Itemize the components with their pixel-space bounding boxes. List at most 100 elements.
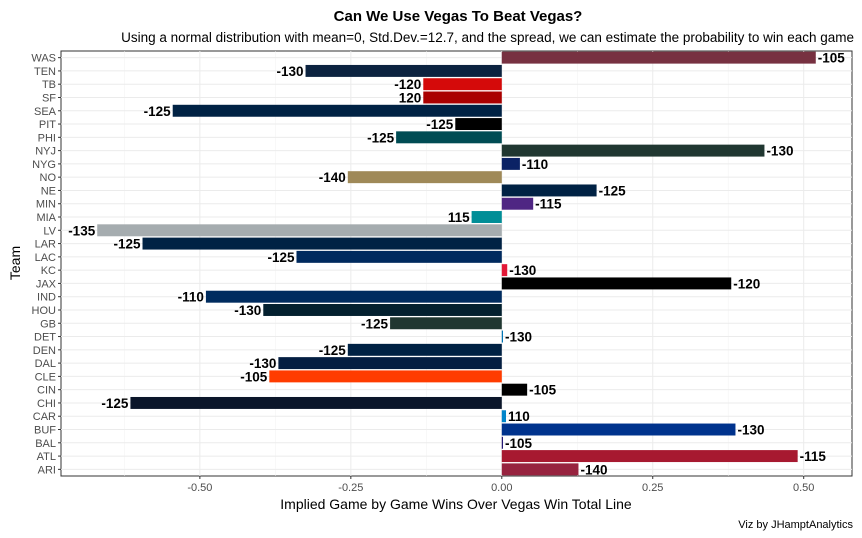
y-tick-label: SF [42, 92, 56, 104]
y-tick-label: CLE [35, 371, 56, 383]
data-label-ten: -130 [277, 64, 304, 79]
y-tick-label: GB [40, 318, 56, 330]
y-tick-label: ATL [37, 451, 56, 463]
data-label-gb: -125 [361, 316, 389, 331]
bars [97, 51, 816, 476]
x-tick-label: -0.25 [338, 482, 363, 494]
y-tick-label: DAL [35, 358, 56, 370]
bar-bal [501, 436, 503, 449]
data-label-lar: -125 [113, 237, 141, 252]
y-tick-label: LAR [35, 239, 56, 251]
data-label-atl: -115 [800, 449, 827, 464]
bar-sf [423, 91, 502, 104]
bar-ten [305, 64, 502, 77]
y-tick-label: CIN [37, 385, 56, 397]
y-tick-label: HOU [32, 305, 57, 317]
chart-subtitle: Using a normal distribution with mean=0,… [121, 30, 854, 45]
bar-ne [501, 184, 597, 197]
bar-kc [501, 264, 508, 277]
y-tick-label: LV [43, 225, 56, 237]
data-label-sea: -125 [144, 104, 172, 119]
x-tick-label: 0.00 [491, 482, 512, 494]
y-tick-label: SEA [34, 106, 57, 118]
y-tick-label: KC [41, 265, 56, 277]
data-label-cin: -105 [529, 383, 557, 398]
y-tick-label: DET [34, 332, 56, 344]
data-label-ari: -140 [580, 462, 607, 477]
bar-lv [97, 224, 502, 237]
y-tick-label: LAC [35, 252, 56, 264]
data-label-chi: -125 [101, 396, 129, 411]
bar-sea [172, 104, 502, 117]
data-label-phi: -125 [367, 130, 395, 145]
data-label-ne: -125 [599, 183, 627, 198]
data-label-det: -130 [505, 330, 532, 345]
y-tick-label: CAR [33, 411, 56, 423]
bar-car [501, 410, 507, 423]
bar-cin [501, 383, 528, 396]
y-tick-label: IND [37, 292, 56, 304]
data-label-cle: -105 [240, 369, 268, 384]
data-label-ind: -110 [178, 290, 204, 305]
y-tick-label: NYJ [35, 146, 56, 158]
data-label-mia: 115 [448, 210, 470, 225]
data-label-lv: -135 [68, 223, 96, 238]
bar-buf [501, 423, 736, 436]
y-tick-label: BUF [34, 425, 56, 437]
y-tick-label: NE [41, 185, 56, 197]
y-tick-label: DEN [33, 345, 56, 357]
data-label-min: -115 [535, 197, 562, 212]
bar-chi [130, 396, 502, 409]
data-label-lac: -125 [267, 250, 295, 265]
data-label-hou: -130 [234, 303, 261, 318]
y-tick-label: PHI [38, 132, 56, 144]
y-tick-label: NYG [32, 159, 56, 171]
y-tick-label: JAX [36, 278, 57, 290]
data-label-pit: -125 [426, 117, 454, 132]
x-axis-title: Implied Game by Game Wins Over Vegas Win… [280, 496, 632, 512]
y-axis-title: Team [7, 246, 23, 280]
data-label-tb: -120 [394, 77, 421, 92]
bar-atl [501, 450, 798, 463]
bar-mia [471, 211, 502, 223]
data-label-dal: -130 [249, 356, 276, 371]
data-label-no: -140 [319, 170, 346, 185]
y-tick-label: BAL [35, 438, 56, 450]
bar-nyj [501, 144, 765, 157]
bar-no [347, 171, 502, 184]
x-tick-label: 0.50 [793, 482, 814, 494]
chart-title: Can We Use Vegas To Beat Vegas? [334, 8, 583, 25]
y-tick-label: MIA [36, 212, 56, 224]
data-label-buf: -130 [737, 423, 764, 438]
bar-nyg [501, 157, 520, 170]
y-tick-label: MIN [36, 199, 56, 211]
data-labels: -105-130-120120-125-125-125-130-110-140-… [68, 51, 845, 478]
bar-lac [296, 250, 502, 263]
x-tick-label: 0.25 [642, 482, 663, 494]
chart-caption: Viz by JHamptAnalytics [738, 519, 853, 531]
y-tick-label: ARI [38, 464, 56, 476]
data-label-nyj: -130 [766, 144, 793, 159]
bar-gb [390, 317, 502, 330]
bar-jax [501, 277, 732, 290]
bar-dal [278, 357, 502, 370]
y-tick-label: TEN [34, 66, 56, 78]
data-label-car: 110 [508, 409, 530, 424]
bar-pit [455, 118, 502, 131]
data-label-sf: 120 [399, 90, 422, 105]
bar-lar [142, 237, 502, 250]
bar-den [347, 343, 502, 356]
y-tick-label: CHI [37, 398, 56, 410]
bar-hou [263, 304, 502, 316]
y-tick-label: TB [42, 79, 56, 91]
bar-tb [423, 78, 502, 91]
data-label-nyg: -110 [522, 157, 548, 172]
data-label-was: -105 [818, 51, 846, 66]
y-tick-label: WAS [31, 53, 56, 65]
bar-min [501, 197, 534, 210]
x-tick-label: -0.50 [187, 482, 212, 494]
data-label-bal: -105 [505, 436, 533, 451]
data-label-jax: -120 [733, 276, 760, 291]
y-tick-label: PIT [39, 119, 56, 131]
